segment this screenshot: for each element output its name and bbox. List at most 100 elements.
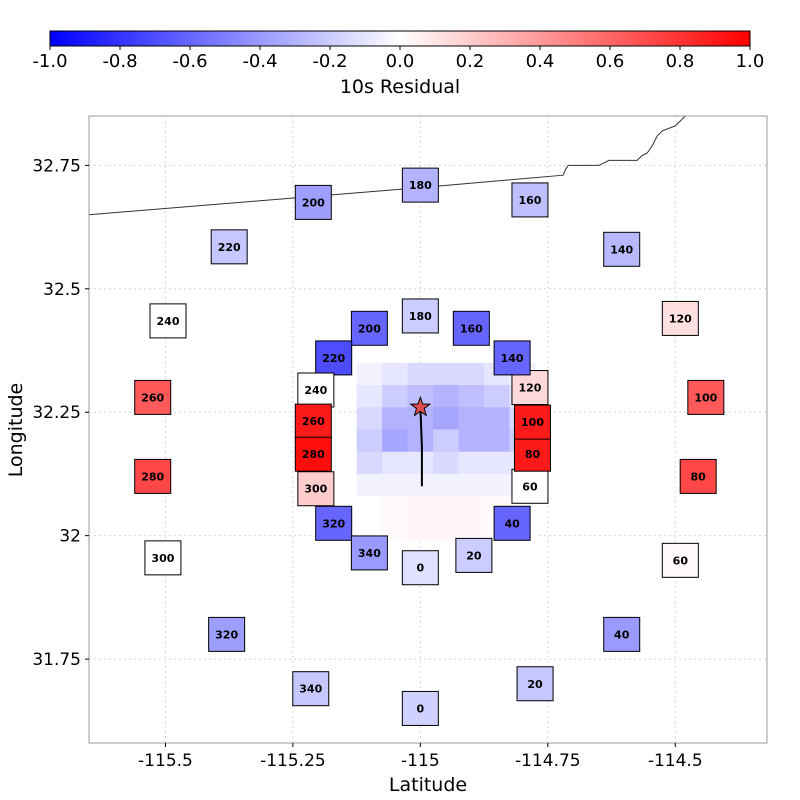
residual-cell xyxy=(407,362,434,386)
outer-station: 140 xyxy=(603,231,641,267)
residual-cell xyxy=(356,496,383,519)
colorbar-ticks: -1.0 -0.8 -0.6 -0.4 -0.2 0.0 0.2 0.4 0.6 0.8 1.0 xyxy=(32,46,764,72)
inner-station: 260 xyxy=(294,403,332,439)
station-box xyxy=(603,616,641,652)
plot-frame xyxy=(88,115,768,744)
station-box xyxy=(679,458,717,494)
inner-station: 120 xyxy=(511,370,549,406)
station-azimuth-label: 220 xyxy=(218,241,241,254)
x-tick-label: -115.5 xyxy=(138,751,193,771)
map-plot: 0204060801001201401601802002202402602803… xyxy=(32,115,768,771)
inner-station: 20 xyxy=(455,537,493,573)
station-azimuth-label: 160 xyxy=(518,194,541,207)
station-box xyxy=(493,340,531,376)
station-azimuth-label: 280 xyxy=(141,470,164,483)
station-azimuth-label: 320 xyxy=(322,517,345,530)
station-azimuth-label: 180 xyxy=(409,310,432,323)
station-azimuth-label: 340 xyxy=(358,547,381,560)
outer-station: 340 xyxy=(292,671,330,707)
colorbar-tick-label: -0.2 xyxy=(312,51,347,72)
inner-station: 100 xyxy=(514,404,552,440)
station-azimuth-label: 260 xyxy=(302,415,325,428)
station-box xyxy=(315,505,353,541)
station-azimuth-label: 260 xyxy=(141,391,164,404)
outer-station: 40 xyxy=(603,616,641,652)
outer-station: 80 xyxy=(679,458,717,494)
station-box xyxy=(297,372,335,408)
station-box xyxy=(401,298,439,334)
station-azimuth-label: 140 xyxy=(610,243,633,256)
station-box xyxy=(350,310,388,346)
y-tick-label: 32 xyxy=(59,527,81,547)
residual-cell xyxy=(356,518,383,542)
y-tick-label: 32.75 xyxy=(32,156,81,176)
station-azimuth-label: 200 xyxy=(302,196,325,209)
residual-cell xyxy=(433,407,460,430)
residual-cell xyxy=(433,385,460,408)
station-azimuth-label: 240 xyxy=(304,384,327,397)
station-box xyxy=(401,550,439,586)
inner-station: 80 xyxy=(514,436,552,472)
station-azimuth-label: 60 xyxy=(673,554,689,567)
station-azimuth-label: 180 xyxy=(409,179,432,192)
residual-cell xyxy=(484,429,511,453)
residual-cell xyxy=(458,451,485,475)
residual-cell xyxy=(382,362,409,386)
station-azimuth-label: 300 xyxy=(304,483,327,496)
y-tick-label: 32.25 xyxy=(32,403,81,423)
station-azimuth-label: 40 xyxy=(504,517,520,530)
outer-station: 180 xyxy=(401,167,439,203)
inner-station: 140 xyxy=(493,340,531,376)
colorbar-tick-label: 0.0 xyxy=(386,51,415,72)
x-tick-label: -115 xyxy=(401,751,440,771)
station-azimuth-label: 200 xyxy=(358,322,381,335)
residual-cell xyxy=(356,385,383,408)
x-axis-label: Latitude xyxy=(389,774,467,796)
station-box xyxy=(514,404,552,440)
x-tick-label: -115.25 xyxy=(260,751,326,771)
colorbar-label: 10s Residual xyxy=(340,76,460,98)
residual-cell xyxy=(382,473,409,497)
station-box xyxy=(603,231,641,267)
station-box xyxy=(511,182,549,218)
inner-station: 60 xyxy=(511,468,549,504)
station-box xyxy=(315,340,353,376)
outer-station: 220 xyxy=(210,229,248,265)
station-azimuth-label: 120 xyxy=(518,382,541,395)
y-tick-label: 32.5 xyxy=(43,280,81,300)
x-tick-label: -114.5 xyxy=(648,751,703,771)
station-box xyxy=(493,505,531,541)
y-axis-label: Longitude xyxy=(5,383,27,478)
station-azimuth-label: 80 xyxy=(691,470,707,483)
residual-cell xyxy=(458,385,485,408)
station-azimuth-label: 0 xyxy=(417,702,425,715)
colorbar-tick-label: -0.6 xyxy=(172,51,207,72)
inner-station: 240 xyxy=(297,372,335,408)
outer-station: 200 xyxy=(294,184,332,220)
station-box xyxy=(294,184,332,220)
outer-station: 60 xyxy=(661,542,699,578)
station-azimuth-label: 20 xyxy=(527,678,543,691)
station-box xyxy=(452,310,490,346)
colorbar-tick-label: -0.4 xyxy=(242,51,277,72)
inner-station: 280 xyxy=(294,436,332,472)
residual-cell xyxy=(356,429,383,453)
fault-trace xyxy=(419,407,423,487)
colorbar-gradient xyxy=(49,30,751,47)
residual-cell xyxy=(458,473,485,497)
station-box xyxy=(511,370,549,406)
inner-station: 220 xyxy=(315,340,353,376)
station-box xyxy=(516,666,554,702)
residual-cell xyxy=(433,473,460,497)
inner-station: 340 xyxy=(350,535,388,571)
station-box xyxy=(401,690,439,726)
inner-station: 0 xyxy=(401,550,439,586)
station-azimuth-label: 340 xyxy=(299,683,322,696)
residual-cell xyxy=(484,407,511,430)
station-azimuth-label: 120 xyxy=(669,312,692,325)
outer-station: 160 xyxy=(511,182,549,218)
colorbar: -1.0 -0.8 -0.6 -0.4 -0.2 0.0 0.2 0.4 0.6 0.8 1.0 1… xyxy=(32,30,764,98)
station-azimuth-label: 320 xyxy=(215,628,238,641)
station-azimuth-label: 220 xyxy=(322,352,345,365)
residual-cell xyxy=(382,407,409,430)
